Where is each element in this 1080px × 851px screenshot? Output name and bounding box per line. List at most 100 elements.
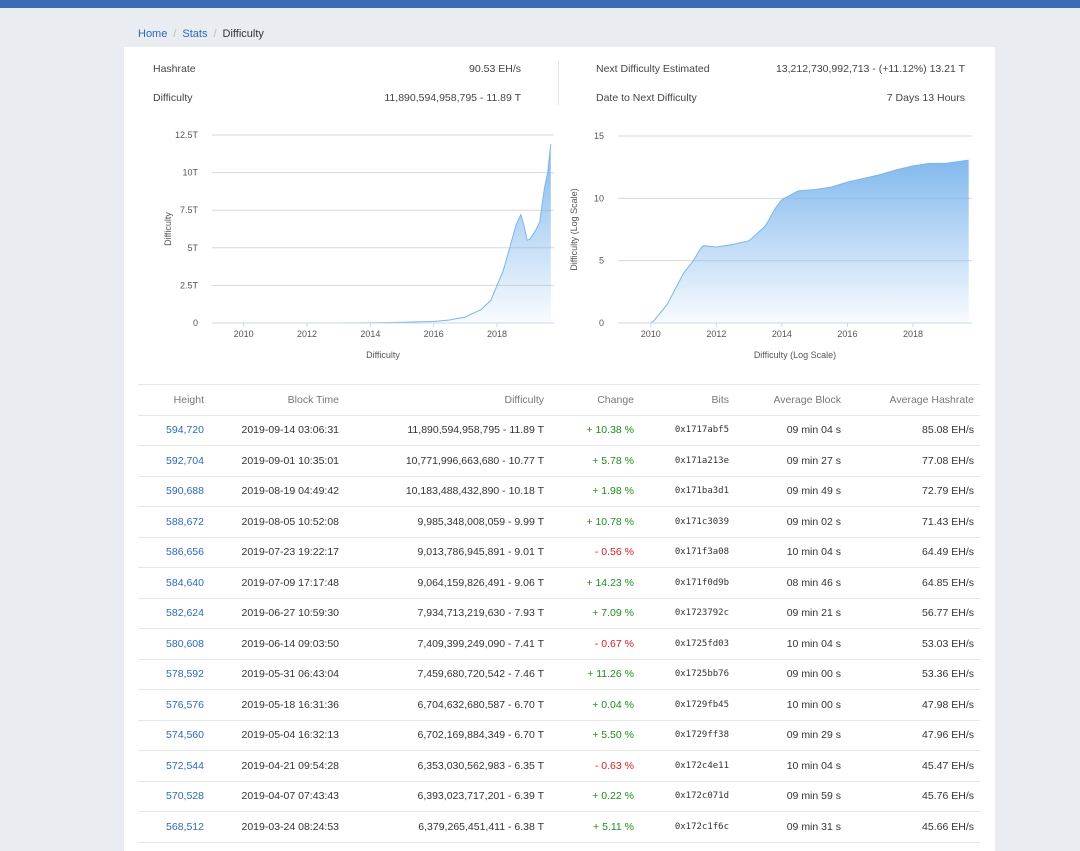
summary-value: 90.53 EH/s <box>469 63 521 75</box>
breadcrumb-link[interactable]: Stats <box>182 28 208 40</box>
table-cell: 56.77 EH/s <box>847 597 980 629</box>
block-height-link[interactable]: 590,688 <box>138 475 210 507</box>
table-cell: + 10.38 % <box>550 414 640 446</box>
table-cell: 0x171c3039 <box>640 506 735 537</box>
table-cell: 0x171f0d9b <box>640 567 735 598</box>
block-height-link[interactable]: 572,544 <box>138 750 210 781</box>
table-cell: 2019-07-23 19:22:17 <box>210 536 345 568</box>
table-cell: + 0.22 % <box>550 780 640 812</box>
table-cell: 2019-09-14 03:06:31 <box>210 414 345 446</box>
table-cell: 9,064,159,826,491 - 9.06 T <box>345 567 550 598</box>
table-cell: 0x172c071d <box>640 780 735 812</box>
table-cell: 2019-06-14 09:03:50 <box>210 628 345 659</box>
table-cell: 10 min 00 s <box>735 841 847 851</box>
column-header: Average Hashrate <box>847 384 980 415</box>
table-cell: 08 min 46 s <box>735 567 847 598</box>
table-cell: 10 min 04 s <box>735 628 847 659</box>
table-cell: 0x1717abf5 <box>640 414 735 446</box>
block-height-link[interactable]: 574,560 <box>138 719 210 751</box>
table-cell: 53.36 EH/s <box>847 658 980 690</box>
table-cell: 09 min 21 s <box>735 597 847 629</box>
y-tick-label: 15 <box>594 131 604 141</box>
breadcrumb-current: Difficulty <box>222 28 264 40</box>
x-tick-label: 2016 <box>424 329 444 339</box>
column-header: Height <box>138 384 210 415</box>
block-height-link[interactable]: 584,640 <box>138 567 210 598</box>
table-cell: 0x1729fb45 <box>640 689 735 720</box>
table-cell: 09 min 04 s <box>735 414 847 446</box>
chart: 0 2.5T 5T 7.5T 10T 12.5T 2010 2012 2014 2016 2018 D… <box>163 130 554 360</box>
difficulty-table: Height Block Time Difficulty Change Bits Aver… <box>138 384 980 851</box>
summary-label: Date to Next Difficulty <box>596 92 697 104</box>
summary-value: 13,212,730,992,713 - (+11.12%) 13.21 T <box>775 63 965 75</box>
table-cell: 0x172c4e11 <box>640 750 735 781</box>
breadcrumb: Home / Stats / Difficulty <box>138 28 264 40</box>
block-height-link[interactable]: 586,656 <box>138 536 210 568</box>
table-cell: 6,068,891,541,676 - 6.07 T <box>345 841 550 851</box>
x-tick-label: 2010 <box>641 329 661 339</box>
table-row: 578,592 2019-05-31 06:43:04 7,459,680,720,… <box>138 658 980 690</box>
table-cell: 0x171f3a08 <box>640 536 735 568</box>
area-fill <box>618 160 969 323</box>
block-height-link[interactable]: 566,496 <box>138 841 210 851</box>
x-tick-label: 2018 <box>903 329 923 339</box>
table-cell: + 0.04 % <box>550 689 640 720</box>
table-cell: 45.66 EH/s <box>847 811 980 842</box>
table-cell: 09 min 02 s <box>735 506 847 537</box>
table-cell: 53.03 EH/s <box>847 628 980 659</box>
table-cell: + 5.11 % <box>550 811 640 842</box>
summary-label: Difficulty <box>153 92 193 104</box>
y-tick-label: 0 <box>599 318 604 328</box>
y-tick-label: 10T <box>182 168 198 178</box>
block-height-link[interactable]: 580,608 <box>138 628 210 659</box>
table-cell: 09 min 27 s <box>735 445 847 476</box>
block-height-link[interactable]: 570,528 <box>138 780 210 812</box>
table-cell: 0x1725fd03 <box>640 628 735 659</box>
table-cell: 45.76 EH/s <box>847 780 980 812</box>
table-cell: 6,702,169,884,349 - 6.70 T <box>345 719 550 751</box>
table-cell: 10 min 00 s <box>735 689 847 720</box>
x-tick-label: 2012 <box>297 329 317 339</box>
area-fill <box>212 144 551 323</box>
column-header: Block Time <box>210 384 345 415</box>
summary-label: Hashrate <box>153 63 196 75</box>
y-tick-label: 10 <box>594 193 604 203</box>
table-cell: 7,934,713,219,630 - 7.93 T <box>345 597 550 629</box>
block-height-link[interactable]: 588,672 <box>138 506 210 537</box>
x-axis-label: Difficulty <box>366 350 400 360</box>
table-cell: 64.85 EH/s <box>847 567 980 598</box>
table-cell: - 0.56 % <box>550 536 640 568</box>
table-cell: 71.43 EH/s <box>847 506 980 537</box>
table-cell: 45.47 EH/s <box>847 750 980 781</box>
table-row: 570,528 2019-04-07 07:43:43 6,393,023,717,… <box>138 780 980 812</box>
block-height-link[interactable]: 578,592 <box>138 658 210 690</box>
table-cell: 47.98 EH/s <box>847 689 980 720</box>
table-cell: + 10.78 % <box>550 506 640 537</box>
block-height-link[interactable]: 568,512 <box>138 811 210 842</box>
table-cell: 9,985,348,008,059 - 9.99 T <box>345 506 550 537</box>
table-cell: 0x1723792c <box>640 597 735 629</box>
block-height-link[interactable]: 582,624 <box>138 597 210 629</box>
table-cell: 2019-09-01 10:35:01 <box>210 445 345 476</box>
table-cell: 09 min 29 s <box>735 719 847 751</box>
table-cell: 10,183,488,432,890 - 10.18 T <box>345 475 550 507</box>
block-height-link[interactable]: 576,576 <box>138 689 210 720</box>
table-row: 572,544 2019-04-21 09:54:28 6,353,030,562,… <box>138 750 980 781</box>
block-height-link[interactable]: 594,720 <box>138 414 210 446</box>
table-cell: + 5.50 % <box>550 719 640 751</box>
summary-value: 7 Days 13 Hours <box>886 92 965 104</box>
y-tick-label: 2.5T <box>180 280 199 290</box>
chart: 0 5 10 15 2010 2012 2014 2016 2018 Difficulty (Lo… <box>569 131 972 360</box>
table-cell: 2019-04-07 07:43:43 <box>210 780 345 812</box>
table-cell: + 7.09 % <box>550 597 640 629</box>
table-cell: 43.44 EH/s <box>847 841 980 851</box>
y-tick-label: 5 <box>599 256 604 266</box>
x-axis-label: Difficulty (Log Scale) <box>754 350 836 360</box>
separator: / <box>173 28 177 40</box>
table-cell: 0x172e6117 <box>640 841 735 851</box>
breadcrumb-link[interactable]: Home <box>138 28 168 40</box>
table-cell: 2019-07-09 17:17:48 <box>210 567 345 598</box>
block-height-link[interactable]: 592,704 <box>138 445 210 476</box>
table-cell: 6,353,030,562,983 - 6.35 T <box>345 750 550 781</box>
x-tick-label: 2012 <box>706 329 726 339</box>
